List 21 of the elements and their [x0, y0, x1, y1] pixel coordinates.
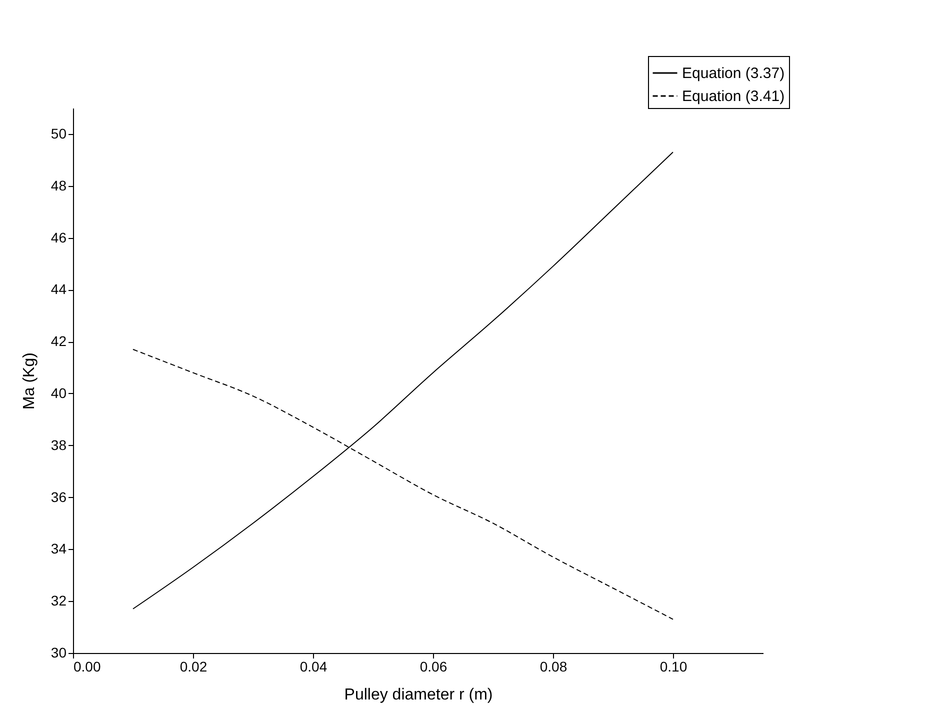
x-tick-label: 0.10: [660, 658, 688, 674]
x-tick-label: 0.06: [420, 658, 448, 674]
y-tick-label: 32: [50, 592, 67, 609]
y-tick-label: 50: [50, 125, 67, 142]
x-tick-label: 0.08: [540, 658, 568, 674]
x-tick-label: 0.02: [180, 658, 208, 674]
legend-label: Equation (3.37): [682, 65, 785, 82]
y-tick-label: 38: [50, 436, 67, 453]
x-tick-label: 0.04: [300, 658, 328, 674]
y-tick-label: 34: [50, 540, 67, 557]
y-tick-label: 46: [50, 229, 67, 246]
y-tick-label: 48: [50, 177, 67, 194]
legend-label: Equation (3.41): [682, 88, 785, 105]
x-tick-label: 0.00: [74, 658, 101, 674]
y-tick-label: 36: [50, 488, 67, 505]
y-axis-title: Ma (Kg): [20, 352, 38, 410]
x-axis-title: Pulley diameter r (m): [344, 686, 493, 704]
y-tick-label: 40: [50, 384, 67, 401]
y-tick-label: 42: [50, 333, 67, 350]
y-tick-label: 44: [50, 281, 67, 298]
y-tick-label: 30: [50, 644, 67, 660]
